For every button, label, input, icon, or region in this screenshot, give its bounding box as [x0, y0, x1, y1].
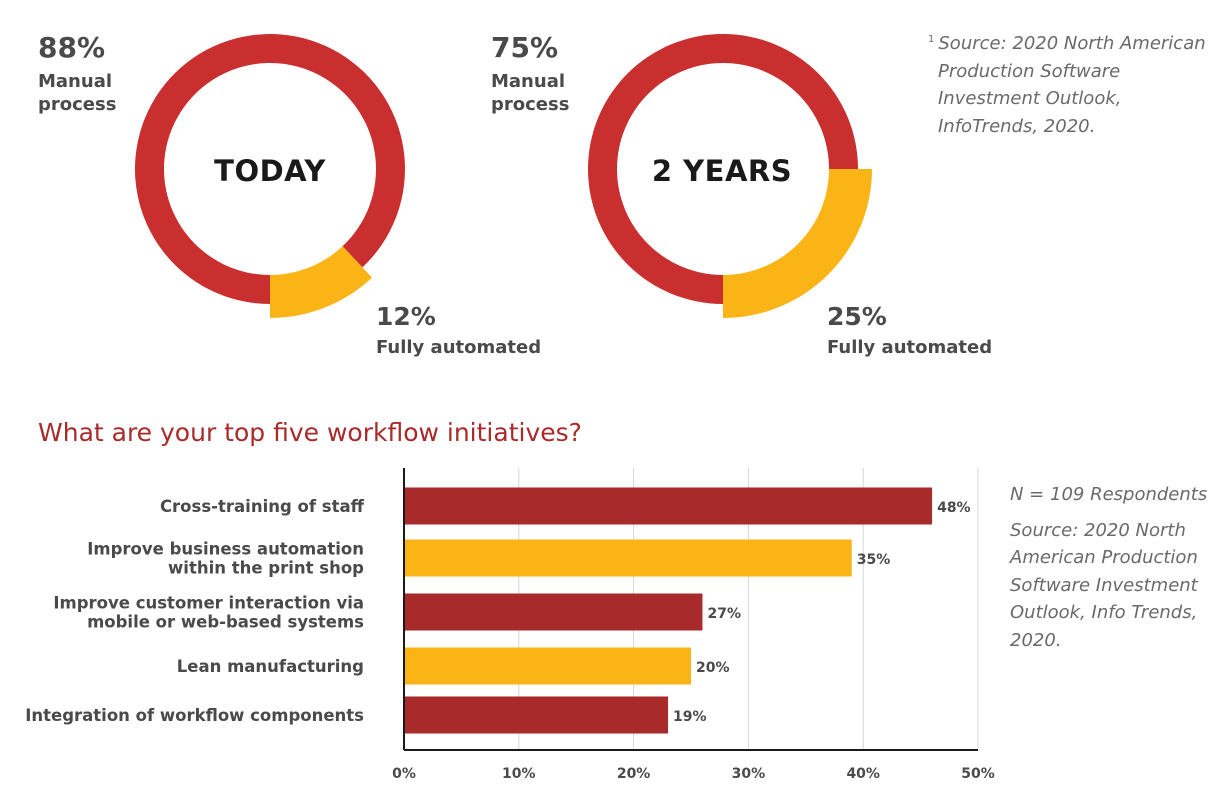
bar-value-label: 20% [696, 660, 730, 676]
bar-source-line-4: Outlook, Info Trends, [1010, 602, 1198, 623]
bar [405, 593, 703, 631]
bar-source-line-1: Source: 2020 North [1010, 519, 1186, 541]
bar [405, 487, 933, 525]
donut-source-line-2: Production Software [938, 60, 1121, 82]
bar-value-label: 19% [673, 709, 707, 725]
category-label: mobile or web-based systems [87, 613, 364, 632]
today-manual-percent: 88% [38, 31, 106, 64]
bar-value-label: 35% [857, 552, 891, 568]
donut-2years-slices [587, 33, 872, 318]
bar-source-line-3: Software Investment [1010, 574, 1198, 596]
bar-value-label: 48% [937, 500, 971, 516]
x-tick-label: 0% [392, 766, 416, 782]
today-automated-label: Fully automated [376, 337, 542, 358]
bar-value-label: 27% [707, 606, 741, 622]
donut-source-line-4: InfoTrends, 2020. [938, 115, 1096, 137]
2years-automated-percent: 25% [827, 302, 887, 331]
donut-slice-automated [723, 169, 872, 318]
category-label: Improve business automation [87, 540, 364, 559]
2years-center-label: 2 YEARS [651, 154, 793, 188]
x-tick-label: 10% [502, 766, 536, 782]
category-label: Integration of workflow components [25, 706, 364, 725]
donut-slice-automated [270, 246, 372, 318]
bar-chart: 0% 10% 20% 30% 40% 50% 48% Cross-training of st… [25, 468, 995, 782]
2years-manual-label: Manual process [491, 71, 570, 115]
x-tick-label: 20% [617, 766, 651, 782]
x-tick-label: 30% [732, 766, 766, 782]
donut-source-line-1: Source: 2020 North American [938, 33, 1206, 54]
bar [405, 647, 691, 685]
category-label: Cross-training of staff [160, 497, 365, 516]
footnote-marker: 1 [928, 34, 935, 45]
x-tick-label: 50% [961, 766, 995, 782]
today-manual-label: Manual process [38, 71, 117, 115]
today-center-label: TODAY [214, 154, 326, 188]
category-label: within the print shop [168, 559, 364, 578]
bar-source-line-5: 2020. [1010, 629, 1062, 651]
bar [405, 539, 852, 577]
2years-manual-percent: 75% [491, 31, 559, 64]
category-label: Improve customer interaction via [53, 594, 364, 613]
donut-source-line-3: Investment Outlook, [938, 88, 1122, 109]
bar-source-note: N = 109 Respondents Source: 2020 North A… [1010, 481, 1220, 654]
category-label: Lean manufacturing [177, 657, 364, 676]
bar [405, 696, 669, 734]
bar-chart-title: What are your top five workflow initiati… [38, 418, 582, 447]
2years-automated-label: Fully automated [827, 337, 993, 358]
respondents-note: N = 109 Respondents [1010, 484, 1208, 505]
bar-source-line-2: American Production [1010, 547, 1198, 568]
donut-source-note: 1 Source: 2020 North American Production … [928, 30, 1218, 140]
today-automated-percent: 12% [376, 302, 436, 331]
donut-today-slices [134, 34, 405, 318]
x-tick-label: 40% [846, 766, 880, 782]
